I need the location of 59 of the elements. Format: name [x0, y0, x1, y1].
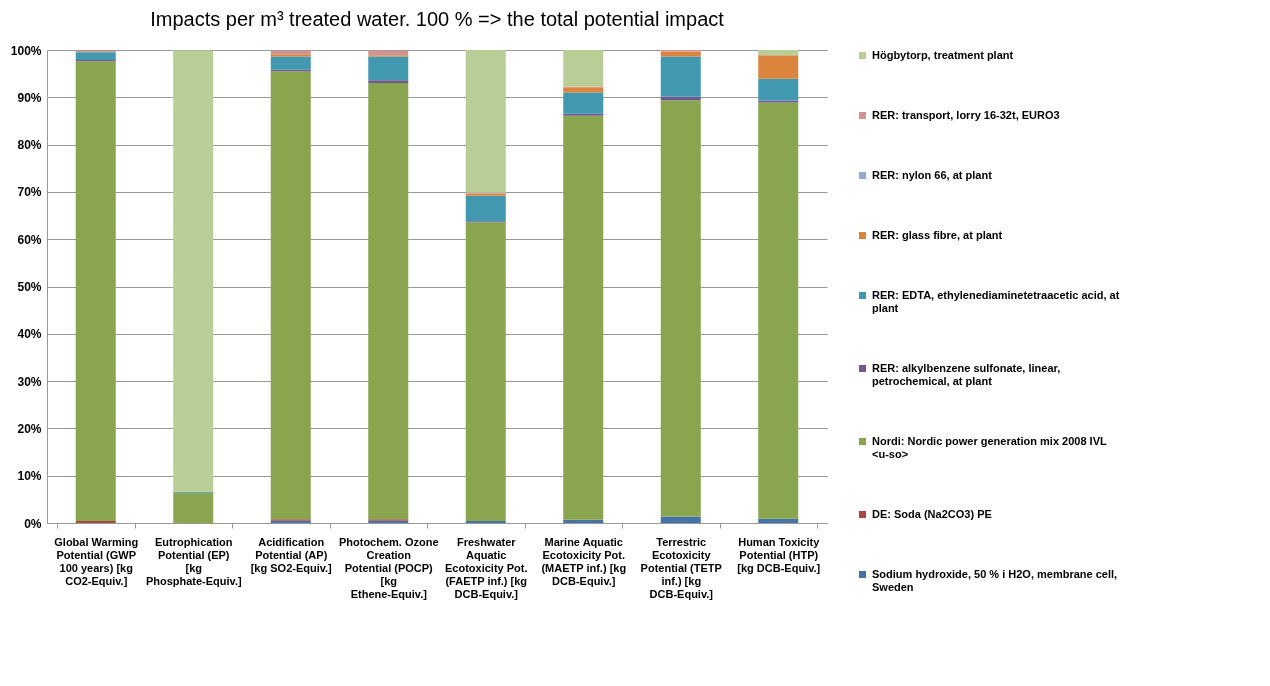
legend-label: RER: alkylbenzene sulfonate, linear, petrochemical, at plant — [872, 361, 1061, 387]
y-tick-label: 10% — [17, 469, 42, 484]
legend-label: Högbytorp, treatment plant — [872, 48, 1014, 61]
bar — [758, 50, 799, 56]
legend-label: DE: Soda (Na2CO3) PE — [872, 507, 992, 520]
x-tick-label: Eutrophication Potential (EP) [kg Phosphate-Equiv.] — [145, 535, 242, 587]
x-tick-label: Freshwater Aquatic Ecotoxicity Pot. (FAETP inf.) [kg DCB-Equiv.] — [444, 535, 528, 600]
legend-label: Nordi: Nordic power generation mix 2008 IVL <u-so> — [872, 434, 1107, 460]
x-tick-label: Acidification Potential (AP) [kg SO2-Equiv.] — [250, 535, 333, 574]
bar — [660, 100, 701, 517]
legend-label: RER: nylon 66, at plant — [872, 168, 993, 181]
bar — [75, 52, 116, 60]
bar — [173, 492, 214, 523]
bar — [660, 516, 701, 523]
bar — [758, 55, 799, 79]
y-tick-label: 70% — [17, 185, 42, 200]
x-tick-label: Photochem. Ozone Creation Potential (POCP) [kg Ethene-Equiv.] — [338, 535, 439, 600]
bar — [758, 102, 799, 519]
bar — [270, 56, 311, 70]
chart-title: Impacts per m³ treated water. 100 % => the total potential impact — [150, 8, 725, 30]
y-tick-label: 40% — [17, 327, 42, 342]
bar — [758, 78, 799, 101]
bar — [563, 50, 604, 87]
legend-label: RER: EDTA, ethylenediaminetetraacetic acid, at plant — [872, 288, 1120, 314]
bar — [270, 54, 311, 57]
bar — [368, 50, 409, 56]
y-tick-label: 100% — [10, 43, 42, 58]
legend-label: Sodium hydroxide, 50 % i H2O, membrane cell, Sweden — [872, 567, 1118, 593]
bar — [660, 96, 701, 101]
bar — [465, 222, 506, 522]
bar — [563, 115, 604, 520]
bar — [563, 519, 604, 523]
y-tick-label: 50% — [17, 280, 42, 294]
bar — [758, 518, 799, 523]
bar — [465, 195, 506, 222]
x-tick-label: Marine Aquatic Ecotoxicity Pot. (MAETP inf.) [kg DCB-Equiv.] — [541, 535, 627, 587]
legend-label: RER: glass fibre, at plant — [872, 228, 1003, 241]
bar — [563, 87, 604, 93]
bar — [75, 61, 116, 522]
x-tick-label: Human Toxicity Potential (HTP) [kg DCB-Equiv.] — [737, 535, 821, 574]
bar — [660, 56, 701, 97]
y-tick-label: 20% — [17, 421, 42, 436]
bar — [368, 56, 409, 81]
bar — [270, 71, 311, 520]
y-tick-label: 90% — [17, 90, 42, 105]
bar — [563, 92, 604, 114]
x-tick-label: Global Warming Potential (GWP 100 years) [kg CO2-Equiv.] — [54, 535, 139, 587]
bar — [270, 50, 311, 55]
y-tick-label: 60% — [17, 232, 42, 247]
y-tick-label: 80% — [17, 138, 42, 153]
bar — [173, 50, 214, 492]
legend-label: RER: transport, lorry 16-32t, EURO3 — [872, 108, 1060, 121]
y-tick-label: 30% — [17, 374, 42, 389]
y-tick-label: 0% — [24, 516, 42, 531]
bar — [660, 51, 701, 57]
bar — [465, 50, 506, 193]
bar — [368, 83, 409, 520]
bar — [368, 80, 409, 84]
x-tick-label: Terrestric Ecotoxicity Potential (TETP inf.) [kg DCB-Equiv.] — [640, 535, 722, 600]
